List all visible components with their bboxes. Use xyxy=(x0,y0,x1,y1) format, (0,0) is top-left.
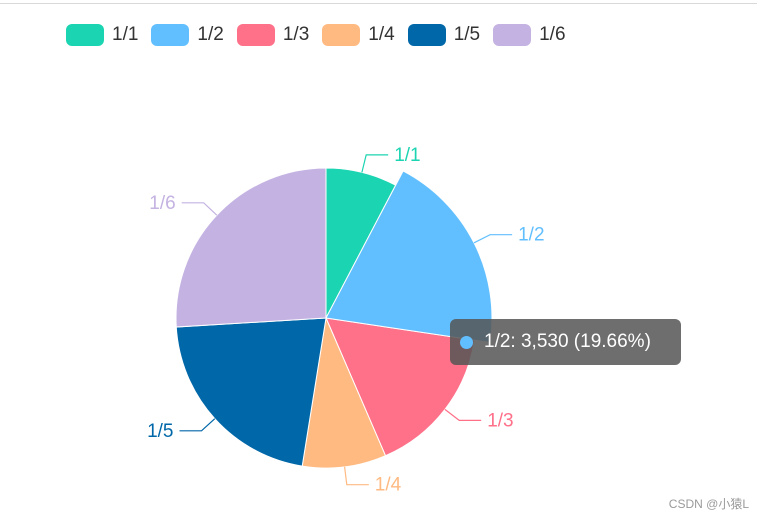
legend-label: 1/1 xyxy=(112,24,139,45)
label-leader-line-4 xyxy=(344,466,369,486)
top-divider xyxy=(0,3,757,4)
slice-label-5: 1/5 xyxy=(147,421,173,442)
chart-tooltip: 1/2: 3,530 (19.66%) xyxy=(450,319,681,365)
pie-slice-6[interactable] xyxy=(175,167,327,328)
slice-label-1: 1/1 xyxy=(394,145,420,166)
legend-item-3[interactable]: 1/3 xyxy=(236,24,310,46)
label-leader-line-1 xyxy=(361,154,389,173)
legend-swatch xyxy=(66,24,104,46)
label-leader-line-6 xyxy=(181,202,218,216)
legend-label: 1/6 xyxy=(539,24,566,45)
legend-label: 1/2 xyxy=(197,24,224,45)
pie-slice-4[interactable] xyxy=(301,316,387,469)
legend-label: 1/5 xyxy=(453,24,481,45)
legend-item-6[interactable]: 1/6 xyxy=(493,24,566,46)
chart-legend: 1/1 1/2 1/3 1/4 1/5 1/6 xyxy=(66,22,579,48)
label-leader-line-5 xyxy=(179,418,216,432)
legend-label: 1/3 xyxy=(282,24,310,45)
label-leader-line-3 xyxy=(444,408,482,421)
tooltip-series-dot xyxy=(460,335,473,349)
slice-label-3: 1/3 xyxy=(487,410,513,431)
tooltip-text: 1/2: 3,530 (19.66%) xyxy=(484,331,651,352)
slice-label-2: 1/2 xyxy=(518,225,544,246)
legend-label: 1/4 xyxy=(368,24,395,45)
legend-item-1[interactable]: 1/1 xyxy=(66,24,138,46)
legend-item-5[interactable]: 1/5 xyxy=(407,24,481,46)
legend-swatch xyxy=(151,24,190,46)
pie-slice-5[interactable] xyxy=(175,317,327,467)
legend-item-4[interactable]: 1/4 xyxy=(322,24,395,46)
label-leader-line-2 xyxy=(473,234,513,244)
watermark: CSDN @小猿L xyxy=(668,497,749,511)
slice-label-6: 1/6 xyxy=(149,193,175,214)
legend-swatch xyxy=(407,24,446,46)
legend-swatch xyxy=(236,24,275,46)
legend-swatch xyxy=(322,24,361,46)
slice-label-4: 1/4 xyxy=(375,475,402,496)
legend-item-2[interactable]: 1/2 xyxy=(151,24,224,46)
legend-swatch xyxy=(493,24,532,46)
